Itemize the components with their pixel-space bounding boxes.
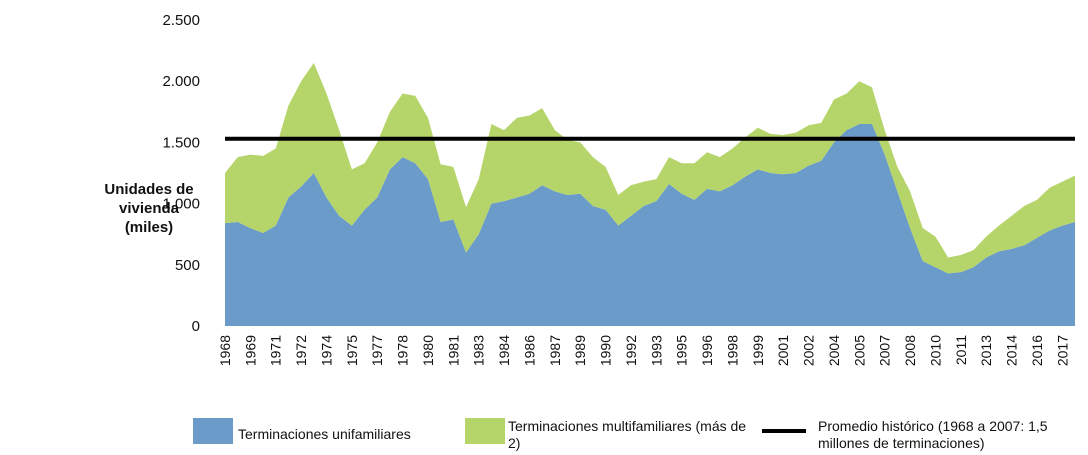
y-axis-label: Unidades de vivienda (miles): [104, 181, 194, 236]
x-tick-label: 1968: [217, 335, 233, 366]
y-tick-label: 1.000: [162, 196, 200, 213]
x-tick-label: 1998: [724, 335, 740, 366]
x-tick-label: 1980: [420, 335, 436, 366]
x-tick-label: 1987: [547, 335, 563, 366]
x-tick-label: 2010: [927, 335, 943, 366]
x-tick-label: 1992: [623, 335, 639, 366]
x-tick-label: 1972: [293, 335, 309, 366]
x-tick-label: 1990: [598, 335, 614, 366]
area-0: [225, 124, 1075, 326]
x-tick-label: 2017: [1054, 335, 1070, 366]
x-tick-label: 1993: [648, 335, 664, 366]
x-tick-label: 1989: [572, 335, 588, 366]
y-tick-label: 0: [192, 318, 200, 335]
x-tick-label: 2014: [1004, 335, 1020, 366]
y-tick-label: 500: [175, 257, 200, 274]
x-tick-label: 1984: [496, 335, 512, 366]
legend-swatch-0: [193, 418, 233, 444]
legend-swatch-1: [465, 418, 505, 444]
x-tick-label: 1978: [395, 335, 411, 366]
x-tick-label: 2002: [801, 335, 817, 366]
x-tick-label: 2005: [851, 335, 867, 366]
x-tick-label: 2004: [826, 335, 842, 366]
x-tick-label: 1981: [445, 335, 461, 366]
x-tick-label: 1995: [674, 335, 690, 366]
x-tick-label: 2007: [877, 335, 893, 366]
x-tick-label: 1986: [521, 335, 537, 366]
legend-swatch-line: [762, 429, 806, 433]
x-tick-label: 1971: [268, 335, 284, 366]
x-tick-label: 1996: [699, 335, 715, 366]
legend-label: Promedio histórico (1968 a 2007: 1,5 mil…: [818, 418, 1048, 451]
x-tick-label: 2001: [775, 335, 791, 366]
y-tick-label: 2.000: [162, 73, 200, 90]
x-tick-label: 2013: [978, 335, 994, 366]
x-tick-label: 2008: [902, 335, 918, 366]
x-tick-label: 2011: [953, 335, 969, 365]
x-tick-label: 1974: [318, 335, 334, 366]
x-tick-label: 1977: [369, 335, 385, 366]
x-tick-label: 1969: [242, 335, 258, 366]
x-tick-label: 1999: [750, 335, 766, 366]
x-tick-label: 1975: [344, 335, 360, 366]
x-tick-label: 1983: [471, 335, 487, 366]
y-tick-label: 2.500: [162, 12, 200, 29]
area-1: [225, 62, 1075, 274]
legend-label: Terminaciones unifamiliares: [238, 426, 411, 442]
y-tick-label: 1.500: [162, 134, 200, 151]
legend-label: Terminaciones multifamiliares (más de 2): [508, 418, 747, 451]
x-tick-label: 2016: [1029, 335, 1045, 366]
